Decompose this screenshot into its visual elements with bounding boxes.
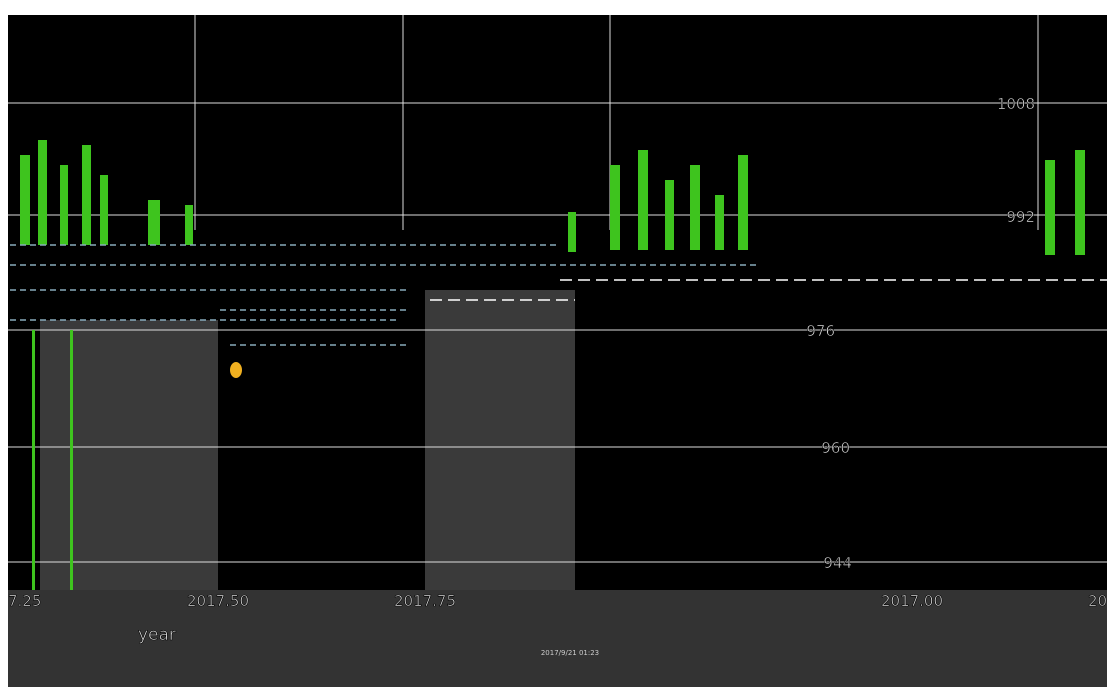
- artifact: [1075, 150, 1085, 255]
- artifact: [690, 165, 700, 250]
- artifact: [82, 145, 91, 245]
- footer: 2017/9/21 01:23: [541, 649, 599, 657]
- artifact: [665, 180, 674, 250]
- y-tick-label: 960: [821, 439, 850, 457]
- y-tick-label: 1008: [997, 95, 1035, 113]
- artifact: [10, 244, 760, 346]
- x-tick-label: 7.25: [8, 592, 41, 610]
- noise: [10, 244, 1107, 346]
- artifact: [20, 155, 30, 245]
- y-axis: 1008 992 976 960 944: [806, 95, 1035, 573]
- artifact: [430, 279, 1107, 301]
- artifact: [638, 150, 648, 250]
- x-tick-label: 2017.75: [394, 592, 456, 610]
- artifact: [100, 175, 108, 245]
- artifact: [738, 155, 748, 250]
- x-tick-label: 2017.00: [881, 592, 943, 610]
- footer-band: [8, 590, 1107, 687]
- artifact: [568, 212, 576, 252]
- x-tick-label: 2017.50: [187, 592, 249, 610]
- green-artifacts: [20, 140, 1085, 590]
- y-tick-label: 976: [806, 322, 835, 340]
- artifact: [60, 165, 68, 245]
- artifact: [70, 330, 73, 590]
- artifact: [715, 195, 724, 250]
- artifact: [230, 362, 242, 378]
- artifact: [610, 165, 620, 250]
- panel: [425, 290, 575, 590]
- panel: [40, 320, 218, 590]
- artifact: [32, 330, 35, 590]
- y-tick-label: 992: [1006, 208, 1035, 226]
- grid: [8, 15, 1107, 563]
- artifact: [185, 205, 193, 245]
- x-axis-label: year: [138, 625, 176, 645]
- x-tick-label: 20: [1088, 592, 1107, 610]
- artifact: [1045, 160, 1055, 255]
- y-tick-label: 944: [823, 554, 852, 572]
- artifact: [38, 140, 47, 245]
- artifact: [148, 200, 160, 245]
